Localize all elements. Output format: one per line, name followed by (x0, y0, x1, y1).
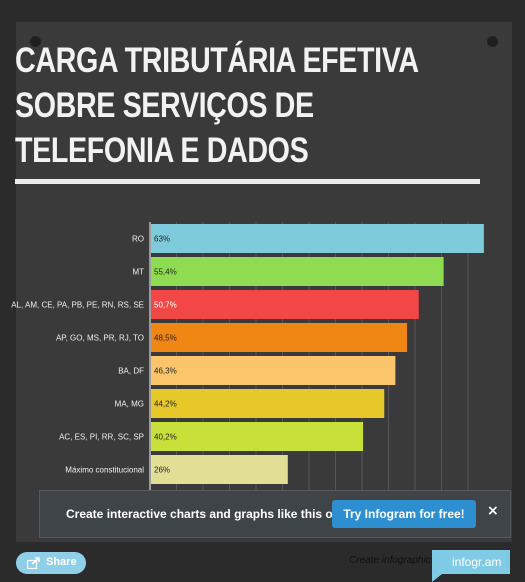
promo-banner: Create interactive charts and graphs lik… (39, 490, 511, 538)
share-button[interactable]: Share (16, 552, 86, 574)
chart-title: CARGA TRIBUTÁRIA EFETIVA SOBRE SERVIÇOS … (15, 41, 419, 170)
create-infographics-link[interactable]: Create infographics (349, 555, 436, 566)
bar (151, 290, 419, 319)
close-banner-icon[interactable]: × (487, 503, 499, 519)
value-label: 44,2% (154, 400, 177, 409)
bar (151, 323, 408, 352)
category-label: AC, ES, PI, RR, SC, SP (59, 433, 144, 442)
share-icon (27, 557, 40, 569)
category-label: MA, MG (115, 400, 144, 409)
category-label: AP, GO, MS, PR, RJ, TO (56, 334, 144, 343)
value-label: 55,4% (154, 268, 177, 277)
try-infogram-button[interactable]: Try Infogram for free! (332, 500, 476, 528)
bar (151, 389, 385, 418)
category-label: BA, DF (118, 367, 144, 376)
category-label: RO (132, 235, 144, 244)
logo-tail (432, 574, 442, 582)
value-label: 50,7% (154, 301, 177, 310)
infogram-logo[interactable]: infogr.am (432, 550, 510, 582)
bar (151, 257, 444, 286)
promo-message: Create interactive charts and graphs lik… (66, 507, 347, 521)
category-label: Máximo constitucional (65, 466, 144, 475)
title-underline (15, 179, 480, 184)
value-label: 26% (154, 466, 170, 475)
value-label: 46,3% (154, 367, 177, 376)
bar (151, 224, 484, 253)
category-label: AL, AM, CE, PA, PB, PE, RN, RS, SE (11, 301, 144, 310)
bar (151, 422, 364, 451)
pin-right-icon (487, 36, 498, 47)
logo-text: infogr.am (452, 555, 502, 569)
bar (151, 356, 396, 385)
bar (151, 455, 288, 484)
value-label: 63% (154, 235, 170, 244)
category-label: MT (132, 268, 144, 277)
share-label: Share (46, 556, 77, 568)
value-label: 40,2% (154, 433, 177, 442)
value-label: 48,5% (154, 334, 177, 343)
pin-left-icon (30, 36, 41, 47)
